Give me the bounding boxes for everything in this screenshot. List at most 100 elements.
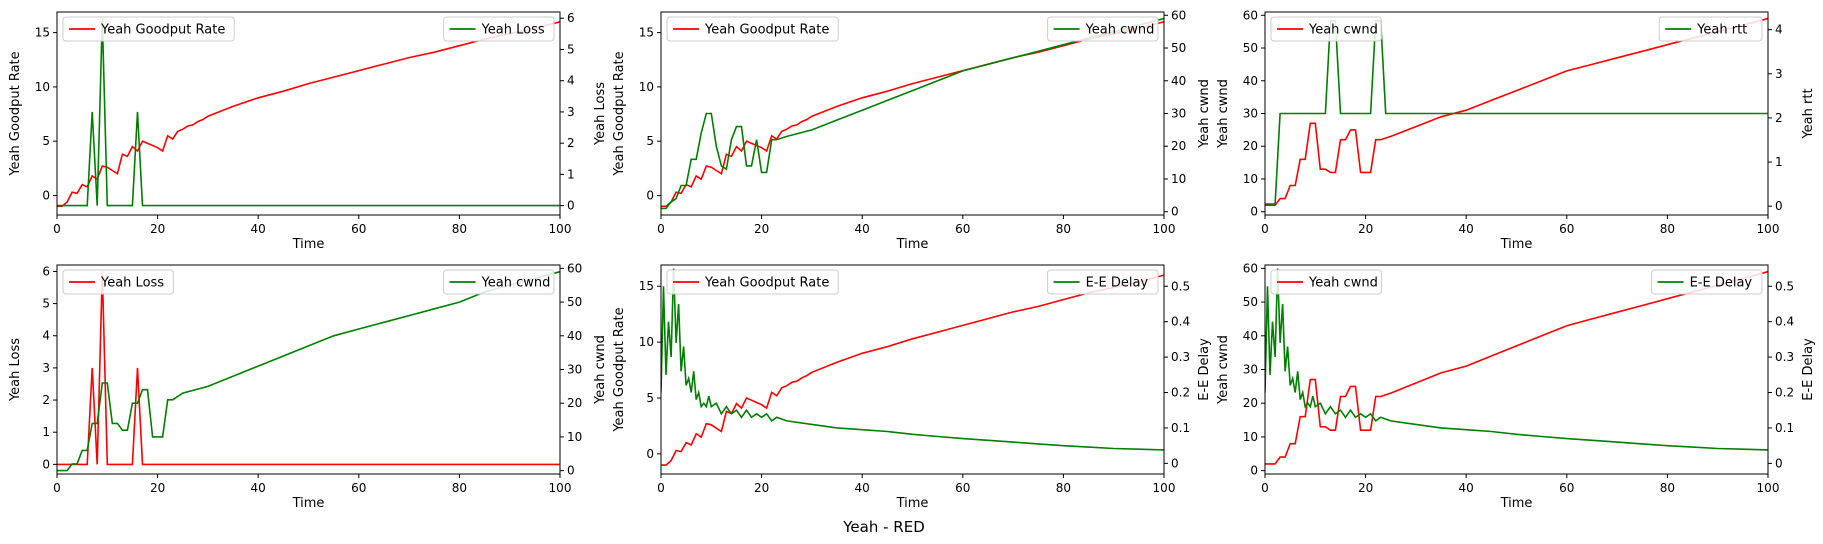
series-line-left [57, 271, 560, 466]
left-y-tick-label: 30 [1243, 107, 1258, 121]
left-y-tick-label: 0 [42, 188, 50, 202]
left-y-tick-label: 50 [1243, 295, 1258, 309]
subplot-6: 0 20 40 60 80 100 Time 0 10 20 30 40 50 60 Yeah cwnd 0 0… [1216, 261, 1816, 511]
legend-right: Yeah Loss [443, 16, 555, 42]
left-y-tick-label: 60 [1243, 261, 1258, 275]
right-y-tick-label: 0 [1775, 456, 1783, 470]
legend-box [1658, 16, 1763, 42]
x-tick-label: 0 [53, 222, 61, 236]
left-y-tick-label: 0 [1250, 464, 1258, 478]
x-tick-label: 100 [1757, 222, 1780, 236]
x-tick-label: 60 [955, 481, 970, 495]
series-line-right [661, 17, 1164, 210]
series-line-left [1265, 270, 1768, 465]
right-y-tick-label: 60 [567, 261, 582, 275]
right-y-tick-label: 1 [1775, 155, 1783, 169]
series-line-right [1265, 268, 1768, 451]
x-tick-label: 40 [855, 222, 870, 236]
left-y-axis-label: Yeah Goodput Rate [612, 51, 627, 176]
legend-label: E-E Delay [1086, 276, 1149, 291]
left-y-axis-label: Yeah Loss [8, 338, 23, 402]
right-y-tick-label: 2 [567, 136, 575, 150]
left-y-tick-label: 5 [646, 134, 654, 148]
left-y-tick-label: 50 [1243, 41, 1258, 55]
subplot-4: 0 20 40 60 80 100 Time 0 1 2 3 4 5 6 Yeah Loss 0 10 20 30 4… [8, 261, 608, 511]
right-y-tick-label: 4 [567, 74, 575, 88]
right-y-tick-label: 5 [567, 42, 575, 56]
left-y-tick-label: 10 [639, 80, 654, 94]
right-y-tick-label: 0.1 [1171, 421, 1190, 435]
right-y-tick-label: 0 [567, 199, 575, 213]
right-y-tick-label: 30 [1171, 107, 1186, 121]
x-tick-label: 100 [549, 222, 572, 236]
legend-label: Yeah Loss [481, 23, 545, 38]
right-y-tick-label: 3 [567, 105, 575, 119]
legend-label: Yeah rtt [1696, 23, 1747, 38]
right-y-tick-label: 30 [567, 363, 582, 377]
left-y-axis-label: Yeah Goodput Rate [612, 307, 627, 432]
right-y-tick-label: 0 [1775, 199, 1783, 213]
legend-left: Yeah cwnd [1270, 269, 1382, 295]
axes-frame [660, 264, 1165, 475]
legend-right: Yeah cwnd [1047, 16, 1159, 42]
x-axis-label: Time [1500, 237, 1533, 252]
left-y-tick-label: 60 [1243, 8, 1258, 22]
legend-label: Yeah Goodput Rate [100, 23, 225, 38]
legend-box [1047, 269, 1159, 295]
x-tick-label: 80 [1660, 222, 1675, 236]
series-line-right [57, 270, 560, 472]
x-tick-label: 100 [1153, 222, 1176, 236]
legend-box [443, 16, 555, 42]
x-tick-label: 40 [855, 481, 870, 495]
x-tick-label: 80 [1056, 481, 1071, 495]
left-y-tick-label: 5 [42, 297, 50, 311]
x-tick-label: 20 [1358, 222, 1373, 236]
left-y-tick-label: 5 [42, 134, 50, 148]
right-y-tick-label: 0 [1171, 205, 1179, 219]
legend-label: Yeah cwnd [1085, 23, 1155, 38]
legend-label: E-E Delay [1690, 276, 1753, 291]
x-tick-label: 20 [754, 481, 769, 495]
x-axis-label: Time [896, 496, 929, 511]
legend-label: Yeah Loss [100, 276, 164, 291]
left-y-tick-label: 0 [1250, 205, 1258, 219]
legend-right: Yeah cwnd [443, 269, 555, 295]
legend-left: Yeah Goodput Rate [666, 16, 839, 42]
right-y-tick-label: 0 [567, 464, 575, 478]
x-tick-label: 100 [1153, 481, 1176, 495]
left-y-tick-label: 10 [639, 335, 654, 349]
legend-box [666, 269, 839, 295]
legend-left: Yeah cwnd [1270, 16, 1382, 42]
x-tick-label: 20 [150, 481, 165, 495]
left-y-tick-label: 15 [639, 279, 654, 293]
left-y-tick-label: 20 [1243, 139, 1258, 153]
x-tick-label: 20 [754, 222, 769, 236]
series-line-right [661, 268, 1164, 451]
series-line-right [57, 18, 560, 207]
x-tick-label: 100 [1757, 481, 1780, 495]
legend-right: E-E Delay [1651, 269, 1763, 295]
x-tick-label: 60 [955, 222, 970, 236]
legend-box [62, 16, 235, 42]
left-y-tick-label: 6 [42, 264, 50, 278]
right-y-tick-label: 20 [1171, 139, 1186, 153]
left-y-tick-label: 0 [42, 457, 50, 471]
right-y-tick-label: 40 [567, 329, 582, 343]
left-y-tick-label: 40 [1243, 74, 1258, 88]
right-y-tick-label: 50 [567, 295, 582, 309]
legend-left: Yeah Loss [62, 269, 174, 295]
legend-left: Yeah Goodput Rate [62, 16, 235, 42]
legend-box [1270, 269, 1382, 295]
x-tick-label: 40 [251, 481, 266, 495]
legend-label: Yeah Goodput Rate [704, 276, 829, 291]
x-tick-label: 80 [1660, 481, 1675, 495]
x-tick-label: 40 [1459, 222, 1474, 236]
x-tick-label: 0 [657, 481, 665, 495]
left-y-tick-label: 10 [1243, 430, 1258, 444]
x-tick-label: 20 [1358, 481, 1373, 495]
left-y-tick-label: 30 [1243, 363, 1258, 377]
x-tick-label: 80 [452, 481, 467, 495]
x-axis-label: Time [1500, 496, 1533, 511]
